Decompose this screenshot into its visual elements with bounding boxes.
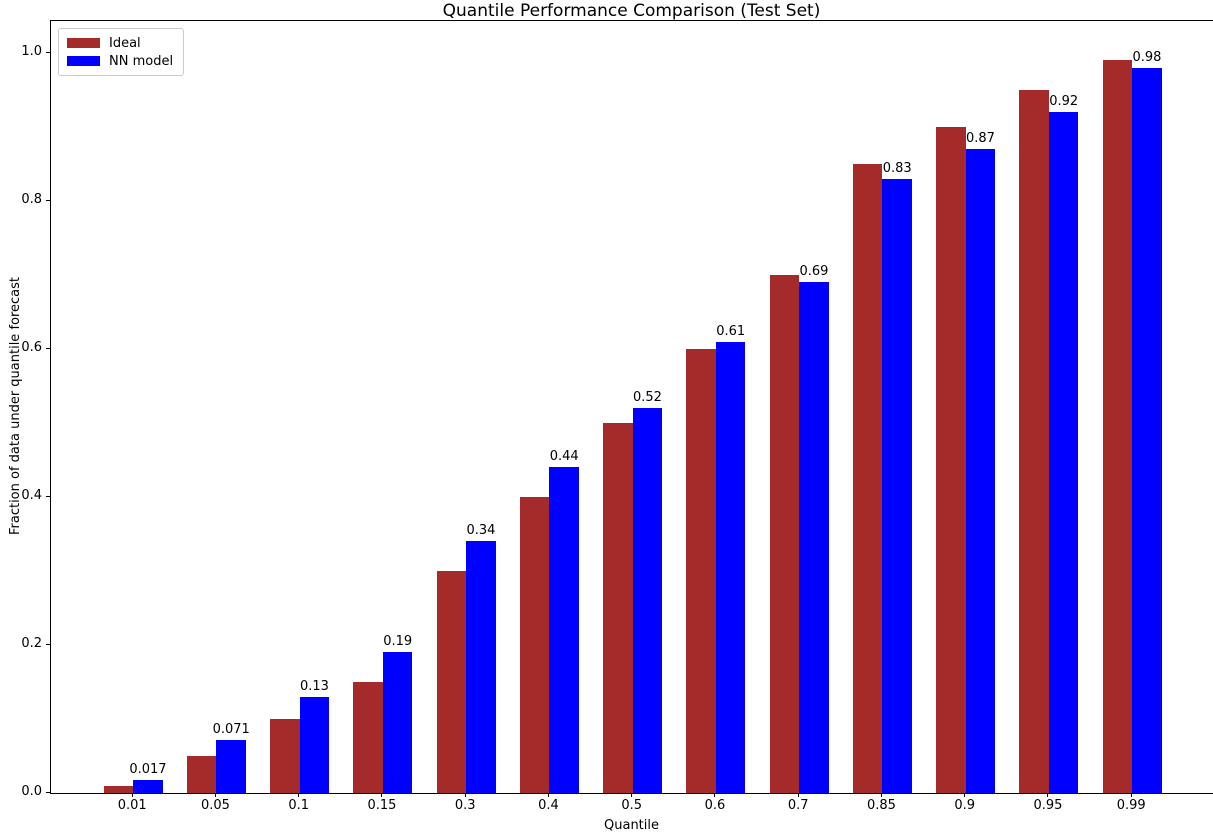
bar-value-label: 0.071: [212, 722, 250, 738]
y-tick-label: 0.0: [21, 784, 42, 799]
y-tick-mark: [46, 791, 50, 793]
bar-nn-model: [1132, 67, 1162, 793]
x-tick-mark: [964, 793, 966, 797]
x-tick-mark: [797, 793, 799, 797]
bar-value-label: 0.98: [1132, 49, 1162, 65]
bar-value-label: 0.19: [383, 634, 413, 650]
legend-label: Ideal: [109, 35, 141, 51]
legend-item: Ideal: [67, 34, 173, 52]
bar-value-label: 0.87: [965, 131, 995, 147]
y-tick-mark: [46, 51, 50, 53]
bar-value-label: 0.92: [1049, 94, 1079, 110]
bar-value-label: 0.61: [716, 323, 746, 339]
bar-nn-model: [466, 541, 496, 793]
bar-value-label: 0.69: [799, 264, 829, 280]
bar-nn-model: [965, 149, 996, 793]
legend-swatch: [67, 38, 100, 48]
bar-nn-model: [882, 178, 912, 793]
bar-ideal: [270, 719, 300, 793]
x-tick-mark: [631, 793, 633, 797]
bar-ideal: [519, 497, 550, 793]
bar-ideal: [686, 349, 716, 793]
x-tick-label: 0.85: [866, 798, 896, 813]
y-tick-label: 1.0: [21, 44, 42, 59]
bar-ideal: [186, 756, 217, 793]
bar-nn-model: [715, 341, 746, 793]
bar-value-label: 0.017: [129, 762, 167, 778]
x-tick-mark: [381, 793, 383, 797]
x-tick-mark: [547, 793, 549, 797]
bar-ideal: [436, 571, 467, 793]
bar-ideal: [769, 275, 800, 793]
bar-nn-model: [299, 696, 330, 793]
y-tick-label: 0.4: [21, 488, 42, 503]
x-tick-label: 0.7: [787, 798, 809, 813]
bar-ideal: [1102, 60, 1133, 793]
x-tick-label: 0.99: [1116, 798, 1146, 813]
bar-nn-model: [549, 467, 579, 793]
bar-value-label: 0.83: [882, 160, 912, 176]
legend-item: NN model: [67, 52, 173, 70]
x-tick-mark: [1130, 793, 1132, 797]
bar-nn-model: [632, 408, 663, 793]
legend: Ideal NN model: [58, 28, 185, 76]
y-tick-mark: [46, 495, 50, 497]
bar-nn-model: [799, 282, 829, 793]
bar-ideal: [603, 423, 633, 793]
x-tick-label: 0.15: [367, 798, 397, 813]
bar-nn-model: [382, 652, 413, 793]
bar-value-label: 0.52: [632, 390, 662, 406]
y-tick-label: 0.2: [21, 636, 42, 651]
x-axis-label: Quantile: [604, 818, 659, 833]
y-tick-mark: [46, 643, 50, 645]
x-tick-label: 0.6: [704, 798, 726, 813]
x-tick-label: 0.3: [454, 798, 476, 813]
bar-ideal: [936, 127, 966, 793]
bar-value-label: 0.13: [299, 678, 329, 694]
x-tick-mark: [214, 793, 216, 797]
legend-swatch: [67, 56, 100, 66]
y-tick-label: 0.8: [21, 192, 42, 207]
y-tick-label: 0.6: [21, 340, 42, 355]
x-tick-mark: [298, 793, 300, 797]
bar-ideal: [353, 682, 383, 793]
x-tick-label: 0.01: [117, 798, 147, 813]
bar-value-label: 0.44: [549, 449, 579, 465]
legend-label: NN model: [109, 53, 174, 69]
y-tick-mark: [46, 199, 50, 201]
y-tick-mark: [46, 347, 50, 349]
plot-area: 0.017 0.071 0.13 0.19 0.34 0.44 0.52 0.61 0.69 0.…: [50, 20, 1213, 794]
bar-ideal: [852, 164, 883, 793]
x-tick-mark: [714, 793, 716, 797]
x-tick-label: 0.4: [538, 798, 559, 813]
chart-title: Quantile Performance Comparison (Test Se…: [442, 1, 821, 21]
x-tick-mark: [880, 793, 882, 797]
bar-nn-model: [1048, 112, 1079, 793]
x-tick-mark: [1047, 793, 1049, 797]
x-tick-label: 0.5: [621, 798, 643, 813]
x-tick-label: 0.95: [1033, 798, 1063, 813]
x-tick-label: 0.1: [288, 798, 310, 813]
x-tick-mark: [131, 793, 133, 797]
x-tick-label: 0.05: [200, 798, 230, 813]
x-tick-label: 0.9: [954, 798, 976, 813]
bar-ideal: [1019, 90, 1049, 793]
x-tick-mark: [464, 793, 466, 797]
bar-ideal: [103, 785, 134, 793]
bar-nn-model: [216, 740, 246, 793]
bar-nn-model: [133, 780, 163, 793]
bar-value-label: 0.34: [466, 523, 496, 539]
